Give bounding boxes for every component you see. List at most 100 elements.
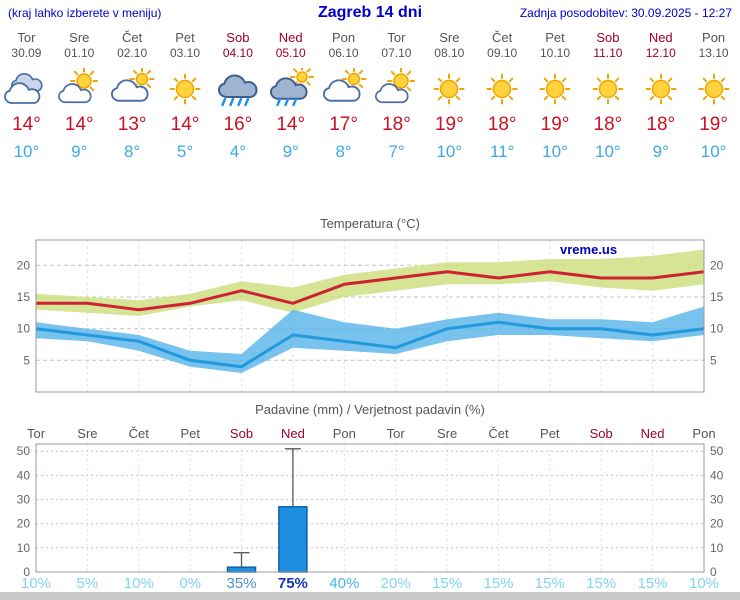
rain-icon-svg — [217, 74, 258, 107]
cloud-shape — [269, 77, 308, 100]
day-max-temp: 14° — [170, 114, 200, 135]
footer-bar — [0, 592, 740, 600]
day-date: 02.10 — [117, 46, 148, 60]
precip-day-label: Tor — [27, 426, 46, 441]
precip-probability: 15% — [483, 575, 513, 592]
day-column[interactable]: Tor 30.09 14° 10° — [0, 30, 53, 162]
day-date: 08.10 — [434, 46, 465, 60]
tmin-line — [35, 320, 705, 369]
temp-y-label: 20 — [17, 258, 31, 272]
temp-y-label: 15 — [17, 290, 31, 304]
day-name: Ned — [648, 30, 673, 45]
precip-probability: 40% — [329, 575, 359, 592]
sun-shape — [645, 73, 677, 105]
day-column[interactable]: Sob 11.10 18° 10° — [581, 30, 634, 162]
sunny-icon — [529, 68, 582, 112]
cloudy-sun-icon — [317, 66, 370, 112]
day-column[interactable]: Pon 06.10 17° 8° — [317, 30, 370, 162]
day-date: 12.10 — [645, 46, 676, 60]
day-date: 10.10 — [540, 46, 571, 60]
day-min-temp: 9° — [282, 142, 299, 161]
precip-day-label: Pon — [692, 426, 715, 441]
raindrop-shape — [237, 97, 243, 107]
sunny-icon — [581, 68, 634, 112]
day-date: 09.10 — [487, 46, 518, 60]
day-name: Tor — [17, 30, 36, 45]
sun-shape — [486, 73, 518, 105]
precip-y-label: 30 — [710, 493, 724, 507]
rain-sun-icon — [264, 65, 317, 112]
precip-y-label: 0 — [710, 565, 717, 579]
temp-y-label: 10 — [710, 322, 724, 336]
precip-probability: 10% — [689, 575, 719, 592]
precip-probability: 15% — [432, 575, 462, 592]
day-column[interactable]: Pet 03.10 14° 5° — [159, 30, 212, 162]
day-date: 06.10 — [328, 46, 359, 60]
precip-day-label: Pet — [540, 426, 560, 441]
precip-probability: 5% — [77, 575, 99, 592]
precip-day-label: Ned — [641, 426, 665, 441]
precip-y-label: 30 — [17, 493, 31, 507]
temperature-chart-title: Temperatura (°C) — [320, 216, 420, 231]
precip-y-label: 0 — [23, 565, 30, 579]
rain-icon — [211, 68, 264, 112]
partly-cloudy-icon-svg — [58, 67, 99, 104]
day-column[interactable]: Ned 12.10 18° 9° — [634, 30, 687, 162]
day-date: 04.10 — [222, 46, 253, 60]
tmax-line — [36, 270, 705, 312]
day-name: Ned — [278, 30, 303, 45]
day-column[interactable]: Sre 01.10 14° 9° — [53, 30, 106, 162]
day-min-temp: 8° — [335, 142, 352, 161]
day-min-temp: 4° — [229, 142, 246, 161]
day-column[interactable]: Ned 05.10 14° 9° — [264, 30, 317, 162]
sunny-icon-svg — [169, 73, 201, 105]
day-max-temp: 19° — [699, 114, 728, 135]
day-column[interactable]: Sre 08.10 19° 10° — [423, 30, 476, 162]
sun-shape — [539, 73, 571, 105]
precip-y-label: 50 — [17, 444, 31, 458]
cloud-shape — [217, 74, 258, 98]
precip-y-label: 10 — [710, 541, 724, 555]
cloudy-icon — [0, 68, 53, 112]
day-date: 05.10 — [275, 46, 306, 60]
mostly-cloudy-icon-svg — [111, 66, 155, 102]
precipitation-chart: Tor Sre Čet Pet Sob Ned Pon Tor Sre Čet Pet Sob Ned P… — [17, 426, 724, 592]
day-min-temp: 10° — [595, 142, 621, 161]
sunny-icon-svg — [645, 73, 677, 105]
precip-y-label: 20 — [17, 517, 31, 531]
temp-y-label: 5 — [23, 353, 30, 367]
raindrop-shape — [276, 97, 281, 107]
tmin-range-band — [36, 306, 704, 373]
precip-probability: 15% — [638, 575, 668, 592]
day-min-temp: 9° — [652, 142, 669, 161]
raindrop-shape — [244, 97, 250, 107]
sunny-icon-svg — [698, 73, 730, 105]
precip-probability: 35% — [226, 575, 256, 592]
day-max-temp: 18° — [593, 114, 623, 135]
forecast-strip: Tor 30.09 14° 10° Sre 01.10 14° 9° Čet 02.10 13° 8°… — [0, 30, 740, 162]
mostly-cloudy-icon — [106, 66, 159, 112]
day-column[interactable]: Pon 13.10 19° 10° — [687, 30, 740, 162]
day-column[interactable]: Tor 07.10 18° 7° — [370, 30, 423, 162]
day-min-temp: 7° — [388, 142, 405, 161]
raindrop-shape — [292, 97, 297, 107]
precip-day-label: Sob — [230, 426, 253, 441]
day-column[interactable]: Čet 02.10 13° 8° — [106, 30, 159, 162]
day-column[interactable]: Pet 10.10 19° 10° — [529, 30, 582, 162]
day-column[interactable]: Čet 09.10 18° 11° — [476, 30, 529, 162]
precip-probability: 10% — [21, 575, 51, 592]
precip-chart-frame — [35, 443, 705, 573]
day-date: 07.10 — [381, 46, 412, 60]
day-name: Pet — [545, 30, 565, 45]
day-column[interactable]: Sob 04.10 16° 4° — [211, 30, 264, 162]
partly-cloudy-icon-svg — [375, 67, 416, 104]
raindrop-shape — [229, 97, 235, 107]
precip-day-label: Tor — [387, 426, 406, 441]
day-name: Pet — [175, 30, 195, 45]
precip-day-label: Pet — [180, 426, 200, 441]
precip-y-label: 10 — [17, 541, 31, 555]
sun-shape — [592, 73, 624, 105]
menu-hint: (kraj lahko izberete v meniju) — [8, 6, 162, 20]
precip-y-label: 40 — [710, 468, 724, 482]
day-name: Pon — [332, 30, 356, 45]
